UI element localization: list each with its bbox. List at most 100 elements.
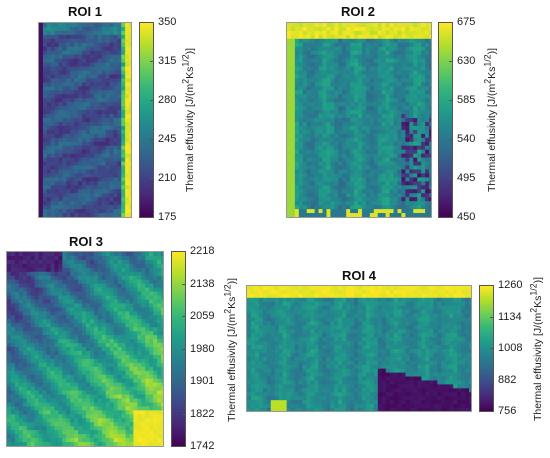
roi-1-heatmap-cell bbox=[89, 38, 95, 44]
roi-1-heatmap-cell bbox=[85, 133, 91, 139]
roi-3-heatmap-cell bbox=[97, 343, 103, 348]
roi-3-heatmap-cell bbox=[26, 390, 32, 396]
roi-2-heatmap-cell bbox=[342, 121, 347, 127]
roi-2-heatmap-cell bbox=[338, 70, 343, 76]
roi-3-heatmap-cell bbox=[145, 291, 150, 297]
roi-3-heatmap-cell bbox=[133, 418, 138, 423]
roi-2-heatmap-cell bbox=[314, 78, 320, 83]
roi-3-heatmap-cell bbox=[101, 406, 107, 411]
roi-2-heatmap-cell bbox=[318, 70, 324, 76]
roi-2-heatmap-cell bbox=[290, 181, 296, 186]
roi-3-heatmap-cell bbox=[121, 398, 127, 404]
roi-2-heatmap-cell bbox=[409, 106, 414, 111]
roi-3-heatmap-cell bbox=[93, 327, 99, 332]
roi-1-heatmap-cell bbox=[39, 133, 44, 139]
roi-1-heatmap-cell bbox=[101, 114, 107, 119]
roi-1-heatmap-cell bbox=[117, 114, 122, 119]
roi-3-heatmap-cell bbox=[74, 255, 79, 261]
roi-2-heatmap-cell bbox=[358, 82, 363, 87]
roi-1-heatmap-cell bbox=[82, 98, 87, 103]
roi-2-heatmap-cell bbox=[287, 66, 292, 72]
roi-3-heatmap-cell bbox=[22, 335, 28, 340]
roi-2-heatmap-cell bbox=[326, 173, 331, 179]
roi-2-heatmap-cell bbox=[338, 58, 343, 64]
roi-1-heatmap-cell bbox=[39, 125, 44, 131]
roi-1-heatmap-cell bbox=[85, 213, 91, 217]
roi-2-heatmap-cell bbox=[326, 34, 331, 40]
roi-1-heatmap-cell bbox=[129, 54, 131, 60]
roi-3-heatmap-cell bbox=[157, 374, 162, 380]
roi-3-heatmap-cell bbox=[38, 370, 44, 376]
roi-3-heatmap-cell bbox=[109, 267, 115, 273]
roi-3-heatmap-cell bbox=[54, 303, 59, 309]
roi-1-heatmap-cell bbox=[58, 209, 64, 214]
roi-2-heatmap-cell bbox=[350, 145, 355, 151]
roi-2-heatmap-cell bbox=[334, 46, 339, 52]
roi-1-heatmap-cell bbox=[117, 42, 122, 48]
roi-2-heatmap-cell bbox=[314, 62, 320, 68]
roi-3-heatmap-cell bbox=[113, 414, 119, 419]
roi-2-heatmap-cell bbox=[326, 98, 331, 103]
roi-1-heatmap-cell bbox=[70, 209, 75, 214]
roi-1-heatmap-cell bbox=[117, 70, 122, 76]
roi-3-heatmap-cell bbox=[26, 252, 32, 257]
roi-2-heatmap-cell bbox=[365, 169, 371, 175]
roi-3-heatmap-cell bbox=[113, 331, 119, 336]
roi-1-heatmap-cell bbox=[39, 137, 44, 143]
roi-2-heatmap-cell bbox=[287, 42, 292, 48]
roi-2-heatmap-cell bbox=[385, 94, 391, 99]
roi-2-heatmap-cell bbox=[409, 133, 414, 139]
roi-2-heatmap-cell bbox=[401, 125, 406, 131]
roi-3-heatmap-cell bbox=[7, 271, 12, 277]
roi-3-heatmap-cell bbox=[66, 255, 71, 261]
roi-3-heatmap-cell bbox=[133, 339, 138, 344]
roi-1-heatmap-cell bbox=[39, 213, 44, 217]
roi-2-heatmap-cell bbox=[385, 66, 391, 72]
roi-3-heatmap-cell bbox=[26, 263, 32, 269]
roi-1-heatmap-cell bbox=[93, 185, 99, 190]
roi-3-heatmap-cell bbox=[89, 390, 95, 396]
roi-2-heatmap-cell bbox=[326, 82, 331, 87]
roi-2-heatmap-cell bbox=[409, 157, 414, 163]
roi-2-heatmap-cell bbox=[365, 121, 371, 127]
roi-1-heatmap-cell bbox=[74, 98, 79, 103]
roi-3-heatmap-cell bbox=[145, 315, 150, 320]
roi-2-heatmap-cell bbox=[369, 74, 375, 80]
roi-2-heatmap-cell bbox=[401, 90, 406, 95]
roi-3-heatmap-cell bbox=[82, 323, 87, 328]
roi-2-heatmap-cell bbox=[397, 189, 403, 194]
roi-2-heatmap-cell bbox=[302, 213, 308, 217]
roi-2-heatmap-cell bbox=[354, 193, 359, 198]
roi-2-heatmap-cell bbox=[290, 54, 296, 60]
roi-3-heatmap-cell bbox=[125, 327, 131, 332]
roi-2-heatmap-cell bbox=[346, 189, 351, 194]
roi-3-heatmap-cell bbox=[113, 426, 119, 431]
roi-2-heatmap-cell bbox=[294, 90, 300, 95]
roi-1-heatmap-cell bbox=[125, 90, 130, 95]
roi-2-heatmap-cell bbox=[287, 86, 292, 91]
roi-1-heatmap-cell bbox=[93, 205, 99, 210]
roi-2-heatmap-cell bbox=[287, 106, 292, 111]
roi-1-heatmap-cell bbox=[129, 42, 131, 48]
roi-2-heatmap-cell bbox=[425, 23, 430, 28]
roi-1-heatmap-cell bbox=[54, 197, 60, 202]
roi-2-heatmap-cell bbox=[397, 153, 403, 159]
roi-3-heatmap-cell bbox=[54, 263, 59, 269]
roi-3-heatmap-cell bbox=[105, 319, 111, 324]
roi-3-heatmap-cell bbox=[105, 394, 111, 400]
roi-3-heatmap-cell bbox=[149, 402, 154, 408]
roi-3-heatmap-cell bbox=[10, 299, 16, 305]
roi-3-heatmap-cell bbox=[70, 287, 75, 293]
roi-2-colorbar bbox=[438, 22, 453, 218]
roi-3-heatmap-cell bbox=[66, 398, 71, 404]
roi-2-heatmap-cell bbox=[413, 185, 418, 190]
roi-2-heatmap-cell bbox=[302, 34, 308, 40]
roi-1-heatmap-cell bbox=[105, 42, 111, 48]
roi-3-heatmap-cell bbox=[70, 331, 75, 336]
roi-3-heatmap-cell bbox=[93, 410, 99, 415]
roi-3-heatmap-cell bbox=[38, 303, 44, 309]
roi-2-heatmap-cell bbox=[425, 213, 430, 217]
roi-3-heatmap-cell bbox=[78, 267, 83, 273]
roi-3-heatmap-cell bbox=[93, 287, 99, 293]
roi-3-heatmap-cell bbox=[141, 390, 146, 396]
